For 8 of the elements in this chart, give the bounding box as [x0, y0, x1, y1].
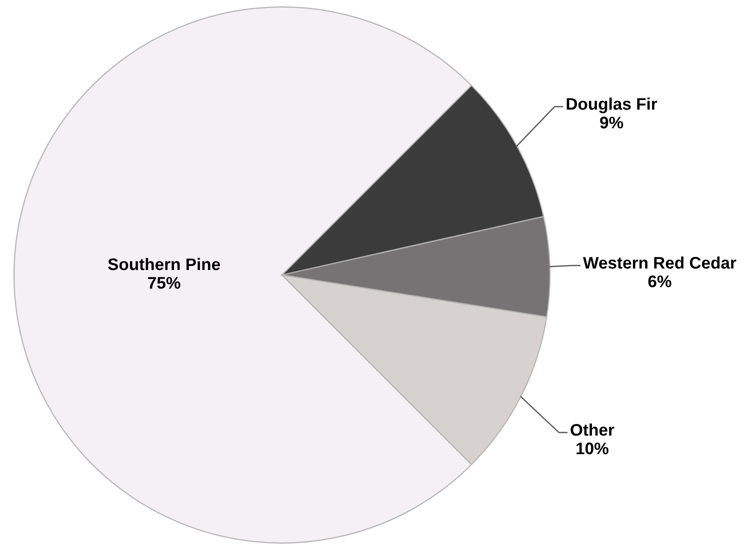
slice-label: Western Red Cedar: [583, 256, 736, 269]
slice-label: Southern Pine: [108, 258, 220, 270]
slice-label: Douglas Fir: [566, 98, 658, 114]
slice-label: Other: [570, 424, 614, 436]
data-label: 6%: [648, 275, 672, 288]
data-label: 75%: [148, 276, 180, 289]
data-label: 10%: [576, 442, 608, 454]
data-label: 9%: [600, 116, 624, 128]
